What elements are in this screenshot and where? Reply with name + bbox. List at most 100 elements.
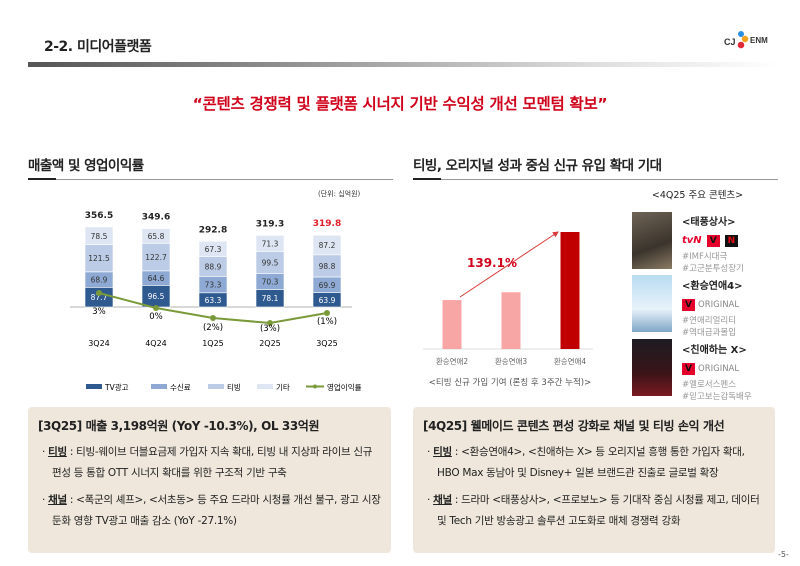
bar-segment-4Q24-기타 [141,228,171,244]
legend-label: 티빙 [227,383,241,392]
legend-label: 영업이익률 [327,382,362,392]
content-item-3[interactable]: <친애하는 X> V ORIGINAL #멜로서스펜스 #믿고보는감독배우 [682,341,752,403]
bullet-label: 티빙 [48,446,67,458]
margin-label: 0% [149,312,163,322]
x-tick-label: 1Q25 [202,339,224,348]
right-section-underline [413,178,778,180]
cj-enm-logo: CJ ENM [724,31,768,49]
poster-dear-x[interactable] [632,339,672,396]
bar-value-label: 63.9 [319,296,336,305]
bar-value-label: 64.6 [148,274,165,283]
box-title: [3Q25] 매출 3,198억원 (YoY -10.3%), OL 33억원 [38,419,320,433]
legend-marker [313,384,317,389]
bar-segment-2Q25-기타 [255,235,285,252]
header-divider [28,62,778,67]
bullet-text: : 티빙-웨이브 더블요금제 가입자 지속 확대, 티빙 내 지상파 라이브 신… [52,446,373,479]
bar-value-label: 63.3 [205,296,222,305]
bar-segment-3Q24-티빙 [84,244,114,273]
x-tick-label: 환승연애4 [554,356,587,366]
box-title: [4Q25] 웰메이드 콘텐츠 편성 강화로 채널 및 티빙 손익 개선 [423,419,725,433]
content-tag: #역대급과몰입 [682,328,737,338]
bullet-channel: · 채널 : <폭군의 셰프>, <서초동> 등 주요 드라마 시청률 개선 불… [42,494,381,527]
margin-point [153,305,159,311]
bar-value-label: 87.2 [319,241,336,250]
original-label: ORIGINAL [698,299,740,310]
content-tag: #고군분투성장기 [682,264,744,274]
bar-total-label: 319.3 [256,219,284,229]
legend-label: 기타 [276,383,290,392]
bar-value-label: 99.5 [262,259,279,268]
bullet-text: : 드라마 <태풍상사>, <프로보노> 등 기대작 중심 시청률 제고, 데이… [437,494,760,527]
content-badges: V ORIGINAL [682,294,743,313]
left-section-title: 매출액 및 영업이익률 [28,158,144,174]
margin-label: (1%) [317,317,337,327]
bullet-channel: · 채널 : 드라마 <태풍상사>, <프로보노> 등 기대작 중심 시청률 제… [427,494,760,527]
bar-value-label: 122.7 [145,253,167,262]
x-tick-label: 환승연애2 [436,356,469,366]
tving-chart: 환승연애2 환승연애3 환승연애4 139.1% [423,231,593,366]
revenue-chart: 87.7 68.9 121.5 78.5 356.5 3Q24 96.5 64.6 122.7 6… [70,211,362,392]
bar-value-label: 121.5 [88,254,110,263]
content-item-2[interactable]: <환승연애4> V ORIGINAL #연애리얼리티 #역대급과몰입 [682,277,743,339]
bar-total-label: 292.8 [199,225,227,235]
legend-swatch [86,384,102,389]
bar-total-label: 319.8 [313,219,341,229]
bar-value-label: 67.3 [205,245,222,254]
tving-icon: V [682,362,695,375]
unit-label: (단위: 십억원) [318,190,361,198]
bar-value-label: 78.1 [262,294,279,303]
content-tag: #연애리얼리티 [682,316,737,326]
contents-title: <4Q25 주요 콘텐츠> [651,190,744,201]
content-badges: tvN V N [682,230,744,249]
bar-segment-4Q24-티빙 [141,243,171,272]
bar-segment-1Q25-기타 [198,240,228,257]
bullet-text: : <폭군의 셰프>, <서초동> 등 주요 드라마 시청률 개선 불구, 광고… [52,494,381,527]
bar-segment-3Q24-기타 [84,226,114,245]
poster-transit-love-4[interactable] [632,275,672,332]
bar-환승연애4 [560,232,580,349]
tving-icon: V [706,234,720,247]
bullet-text: : <환승연애4>, <친애하는 X> 등 오리지널 흥행 통한 가입자 확대,… [437,446,745,479]
page-number: -5- [778,550,789,559]
tvn-logo: tvN [682,235,702,246]
bar-환승연애3 [501,292,521,349]
x-tick-label: 3Q24 [88,339,110,348]
x-tick-label: 환승연애3 [495,356,528,366]
tving-icon: V [682,298,695,311]
bullet-label: 티빙 [433,446,452,458]
legend-swatch [151,384,167,389]
growth-label: 139.1% [467,256,517,270]
svg-text:CJ: CJ [724,37,736,47]
content-title: <태풍상사> [682,217,736,228]
margin-point [324,310,330,316]
bar-total-label: 349.6 [142,213,170,223]
content-item-1[interactable]: <태풍상사> tvN V N #IMF시대극 #고군분투성장기 [682,213,744,275]
margin-label: (2%) [203,323,223,333]
original-label: ORIGINAL [698,363,740,374]
bullet-label: 채널 [48,494,67,506]
right-section-title: 티빙, 오리지널 성과 중심 신규 유입 확대 기대 [413,158,662,174]
bar-value-label: 87.7 [91,293,108,302]
margin-point [96,290,102,296]
margin-point [210,315,216,321]
bar-value-label: 78.5 [91,232,108,241]
bar-value-label: 70.3 [262,278,279,287]
bar-value-label: 88.9 [205,262,222,271]
bullet-label: 채널 [433,494,452,506]
bar-value-label: 65.8 [148,232,165,241]
margin-point [267,320,273,326]
legend-label: TV광고 [104,382,129,392]
growth-arrow [459,231,559,298]
x-tick-label: 3Q25 [316,339,338,348]
poster-typhoon-company[interactable] [632,212,672,269]
content-tag: #멜로서스펜스 [682,380,737,390]
bullet-tving: · 티빙 : <환승연애4>, <친애하는 X> 등 오리지널 흥행 통한 가입… [427,446,745,479]
legend-swatch [208,384,224,389]
netflix-icon: N [724,234,738,247]
bar-value-label: 98.8 [319,262,336,271]
bullet-tving: · 티빙 : 티빙-웨이브 더블요금제 가입자 지속 확대, 티빙 내 지상파 … [42,446,373,479]
page-title: 2-2. 미디어플랫폼 [44,39,152,55]
bar-value-label: 69.9 [319,281,336,290]
content-title: <환승연애4> [682,281,743,292]
headline: “콘텐츠 경쟁력 및 플랫폼 시너지 기반 수익성 개선 모멘텀 확보” [192,95,608,113]
